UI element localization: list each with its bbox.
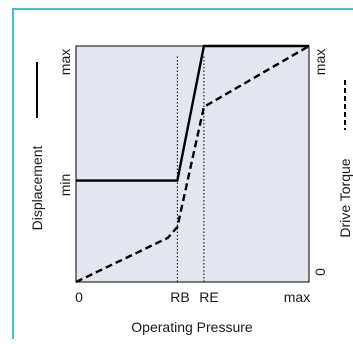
- x-tick-max: max: [284, 289, 310, 305]
- x-tick-0: 0: [75, 289, 83, 305]
- series-layer: [75, 44, 310, 284]
- frame-left-border: [12, 8, 14, 339]
- x-tick-re: RE: [199, 289, 218, 305]
- right-tick-0: 0: [312, 268, 328, 276]
- frame-top-border: [12, 8, 353, 10]
- left-axis-label: Displacement: [29, 145, 45, 230]
- x-axis-label: Operating Pressure: [131, 319, 253, 335]
- x-tick-rb: RB: [170, 289, 189, 305]
- drive-torque-line: [75, 44, 310, 284]
- left-tick-max: max: [57, 49, 73, 75]
- reference-lines: [176, 56, 205, 282]
- left-tick-min: min: [57, 174, 73, 197]
- right-axis-label: Drive Torque: [337, 158, 353, 237]
- displacement-line: [76, 44, 309, 182]
- right-tick-max: max: [312, 49, 328, 75]
